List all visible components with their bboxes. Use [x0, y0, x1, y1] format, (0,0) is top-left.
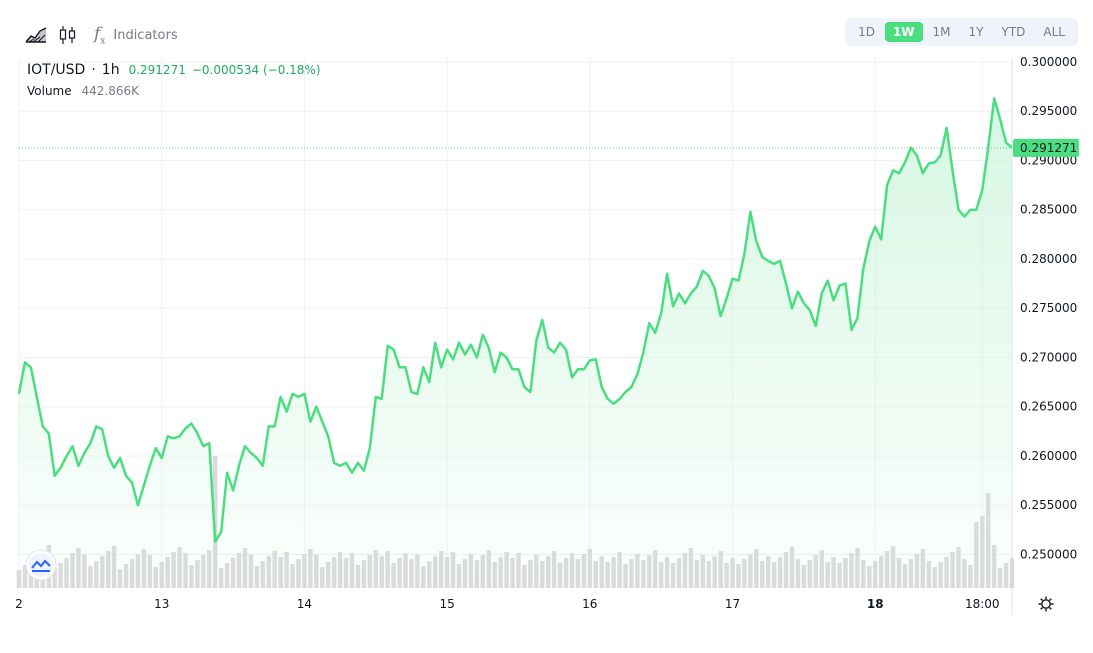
volume-label: Volume	[27, 84, 72, 98]
volume-value: 442.866K	[81, 84, 139, 98]
last-value: 0.291271	[128, 63, 186, 77]
x-tick-label: 13	[154, 597, 169, 611]
last-price-tag-bg	[1013, 138, 1079, 157]
change-value: −0.000534 (−0.18%)	[191, 63, 321, 77]
x-tick-label: 14	[297, 597, 312, 611]
logo-badge[interactable]	[25, 549, 57, 581]
y-tick-label: 0.250000	[1020, 548, 1077, 562]
range-ytd[interactable]: YTD	[1001, 25, 1026, 39]
y-tick-label: 0.295000	[1020, 104, 1077, 118]
price-line	[17, 97, 1013, 543]
y-tick-label: 0.265000	[1020, 400, 1077, 414]
x-tick-label: 17	[725, 597, 740, 611]
y-tick-label: 0.270000	[1020, 350, 1077, 364]
range-1m[interactable]: 1M	[932, 25, 951, 39]
legend-separator: ·	[91, 62, 96, 78]
candlestick-button[interactable]	[58, 22, 78, 48]
last-price-tag-text: 0.291271	[1020, 141, 1077, 155]
y-tick-label: 0.280000	[1020, 252, 1077, 266]
x-tick-label: 18:00	[965, 597, 1000, 611]
y-tick-label: 0.290000	[1020, 153, 1077, 167]
x-tick-label: 18	[867, 597, 884, 611]
indicators-label: Indicators	[113, 27, 178, 43]
last-price-tag: 0.291271	[1013, 138, 1079, 157]
chart-legend: IOT/USD · 1h 0.291271 −0.000534 (−0.18%)…	[27, 62, 321, 98]
y-tick-label: 0.300000	[1020, 55, 1077, 69]
area-chart-icon	[25, 27, 47, 43]
symbol-label[interactable]: IOT/USD	[27, 62, 86, 78]
range-selector: 1D 1W 1M 1Y YTD ALL	[845, 18, 1078, 46]
range-1w[interactable]: 1W	[884, 22, 923, 42]
settings-icon[interactable]	[1038, 596, 1054, 612]
y-tick-label: 0.275000	[1020, 301, 1077, 315]
y-tick-label: 0.255000	[1020, 498, 1077, 512]
candlestick-icon	[59, 26, 76, 44]
range-all[interactable]: ALL	[1043, 25, 1065, 39]
time-axis[interactable]: 2 13 14 15 16 17 18 18:00	[15, 597, 999, 611]
y-tick-label: 0.260000	[1020, 449, 1077, 463]
interval-label[interactable]: 1h	[101, 62, 120, 78]
indicators-button[interactable]: fx Indicators	[94, 22, 178, 48]
x-tick-label: 15	[439, 597, 454, 611]
x-tick-label: 16	[582, 597, 597, 611]
y-tick-label: 0.285000	[1020, 203, 1077, 217]
price-axis[interactable]: 0.300000 0.295000 0.290000 0.285000 0.280000…	[1020, 55, 1077, 562]
x-tick-label: 2	[15, 597, 23, 611]
fx-icon: fx	[94, 23, 106, 47]
price-area	[19, 98, 1012, 589]
chart-toolbar: fx Indicators 1D 1W 1M 1Y YTD ALL	[0, 0, 1093, 58]
area-chart-button[interactable]	[24, 22, 48, 48]
range-1y[interactable]: 1Y	[968, 25, 984, 39]
range-1d[interactable]: 1D	[858, 25, 875, 39]
